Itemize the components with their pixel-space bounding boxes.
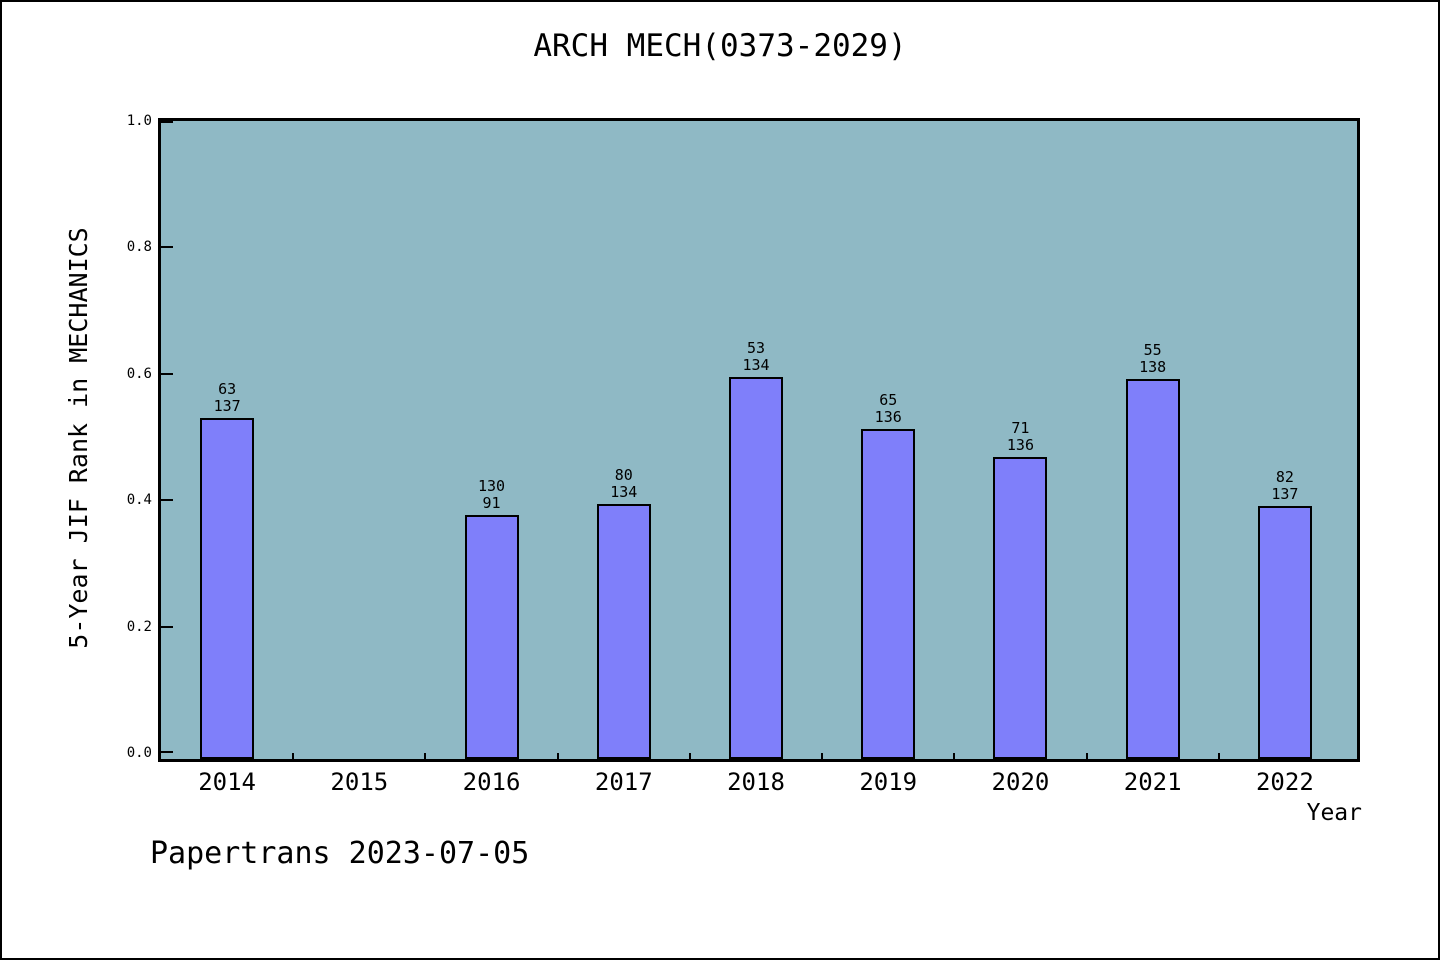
x-tick-label: 2019 bbox=[859, 768, 918, 796]
x-tick-mark bbox=[821, 753, 824, 759]
bar-label-2019: 65 136 bbox=[874, 391, 902, 426]
bar-2016 bbox=[464, 515, 519, 759]
y-tick-label: 0.8 bbox=[126, 239, 152, 256]
footer-watermark: Papertrans 2023-07-05 bbox=[150, 836, 530, 871]
y-tick-label: 1.0 bbox=[126, 113, 152, 129]
y-tick-mark bbox=[161, 625, 173, 628]
bar-2014 bbox=[200, 418, 255, 759]
x-axis-label: Year bbox=[1306, 800, 1362, 826]
bar-label-2022: 82 137 bbox=[1271, 468, 1299, 503]
x-tick-mark bbox=[1085, 753, 1088, 759]
bar-label-2020: 71 136 bbox=[1006, 419, 1034, 454]
x-tick-mark bbox=[1217, 753, 1220, 759]
bar-label-2018: 53 134 bbox=[742, 339, 770, 374]
chart-title: ARCH MECH(0373-2029) bbox=[533, 28, 907, 64]
y-axis-label: 5-Year JIF Rank in MECHANICS bbox=[64, 227, 93, 649]
x-tick-label: 2020 bbox=[991, 768, 1050, 796]
bar-2021 bbox=[1125, 379, 1180, 759]
x-tick-label: 2021 bbox=[1123, 768, 1182, 796]
y-tick-mark bbox=[161, 121, 173, 123]
bar-2019 bbox=[861, 429, 916, 759]
x-tick-label: 2017 bbox=[594, 768, 653, 796]
bar-2017 bbox=[596, 504, 651, 759]
y-tick-mark bbox=[161, 751, 173, 753]
y-tick-mark bbox=[161, 372, 173, 375]
x-tick-mark bbox=[424, 753, 427, 759]
x-tick-label: 2016 bbox=[462, 768, 521, 796]
y-tick-label: 0.4 bbox=[126, 492, 152, 509]
bar-label-2014: 63 137 bbox=[213, 380, 241, 415]
x-tick-label: 2015 bbox=[330, 768, 389, 796]
x-tick-label: 2018 bbox=[727, 768, 785, 796]
y-tick-mark bbox=[161, 499, 173, 502]
x-tick-label: 2014 bbox=[198, 768, 257, 796]
y-tick-label: 0.0 bbox=[126, 745, 152, 761]
bar-2020 bbox=[993, 457, 1048, 759]
x-tick-mark bbox=[688, 753, 691, 759]
bar-label-2021: 55 138 bbox=[1139, 341, 1167, 376]
bar-label-2016: 130 91 bbox=[478, 477, 506, 512]
y-tick-label: 0.6 bbox=[126, 365, 152, 382]
plot-area: 0.0 0.2 0.4 0.6 0.8 1.0 2014 63 137 2015 2016 130 … bbox=[127, 113, 1360, 796]
bar-2022 bbox=[1257, 506, 1312, 759]
bar-2018 bbox=[729, 377, 783, 759]
x-tick-mark bbox=[953, 753, 956, 759]
bar-label-2017: 80 134 bbox=[610, 466, 638, 501]
x-tick-label: 2022 bbox=[1255, 768, 1314, 796]
y-tick-label: 0.2 bbox=[126, 618, 152, 635]
x-tick-mark bbox=[292, 753, 295, 759]
y-tick-mark bbox=[161, 246, 173, 249]
x-tick-mark bbox=[556, 753, 559, 759]
